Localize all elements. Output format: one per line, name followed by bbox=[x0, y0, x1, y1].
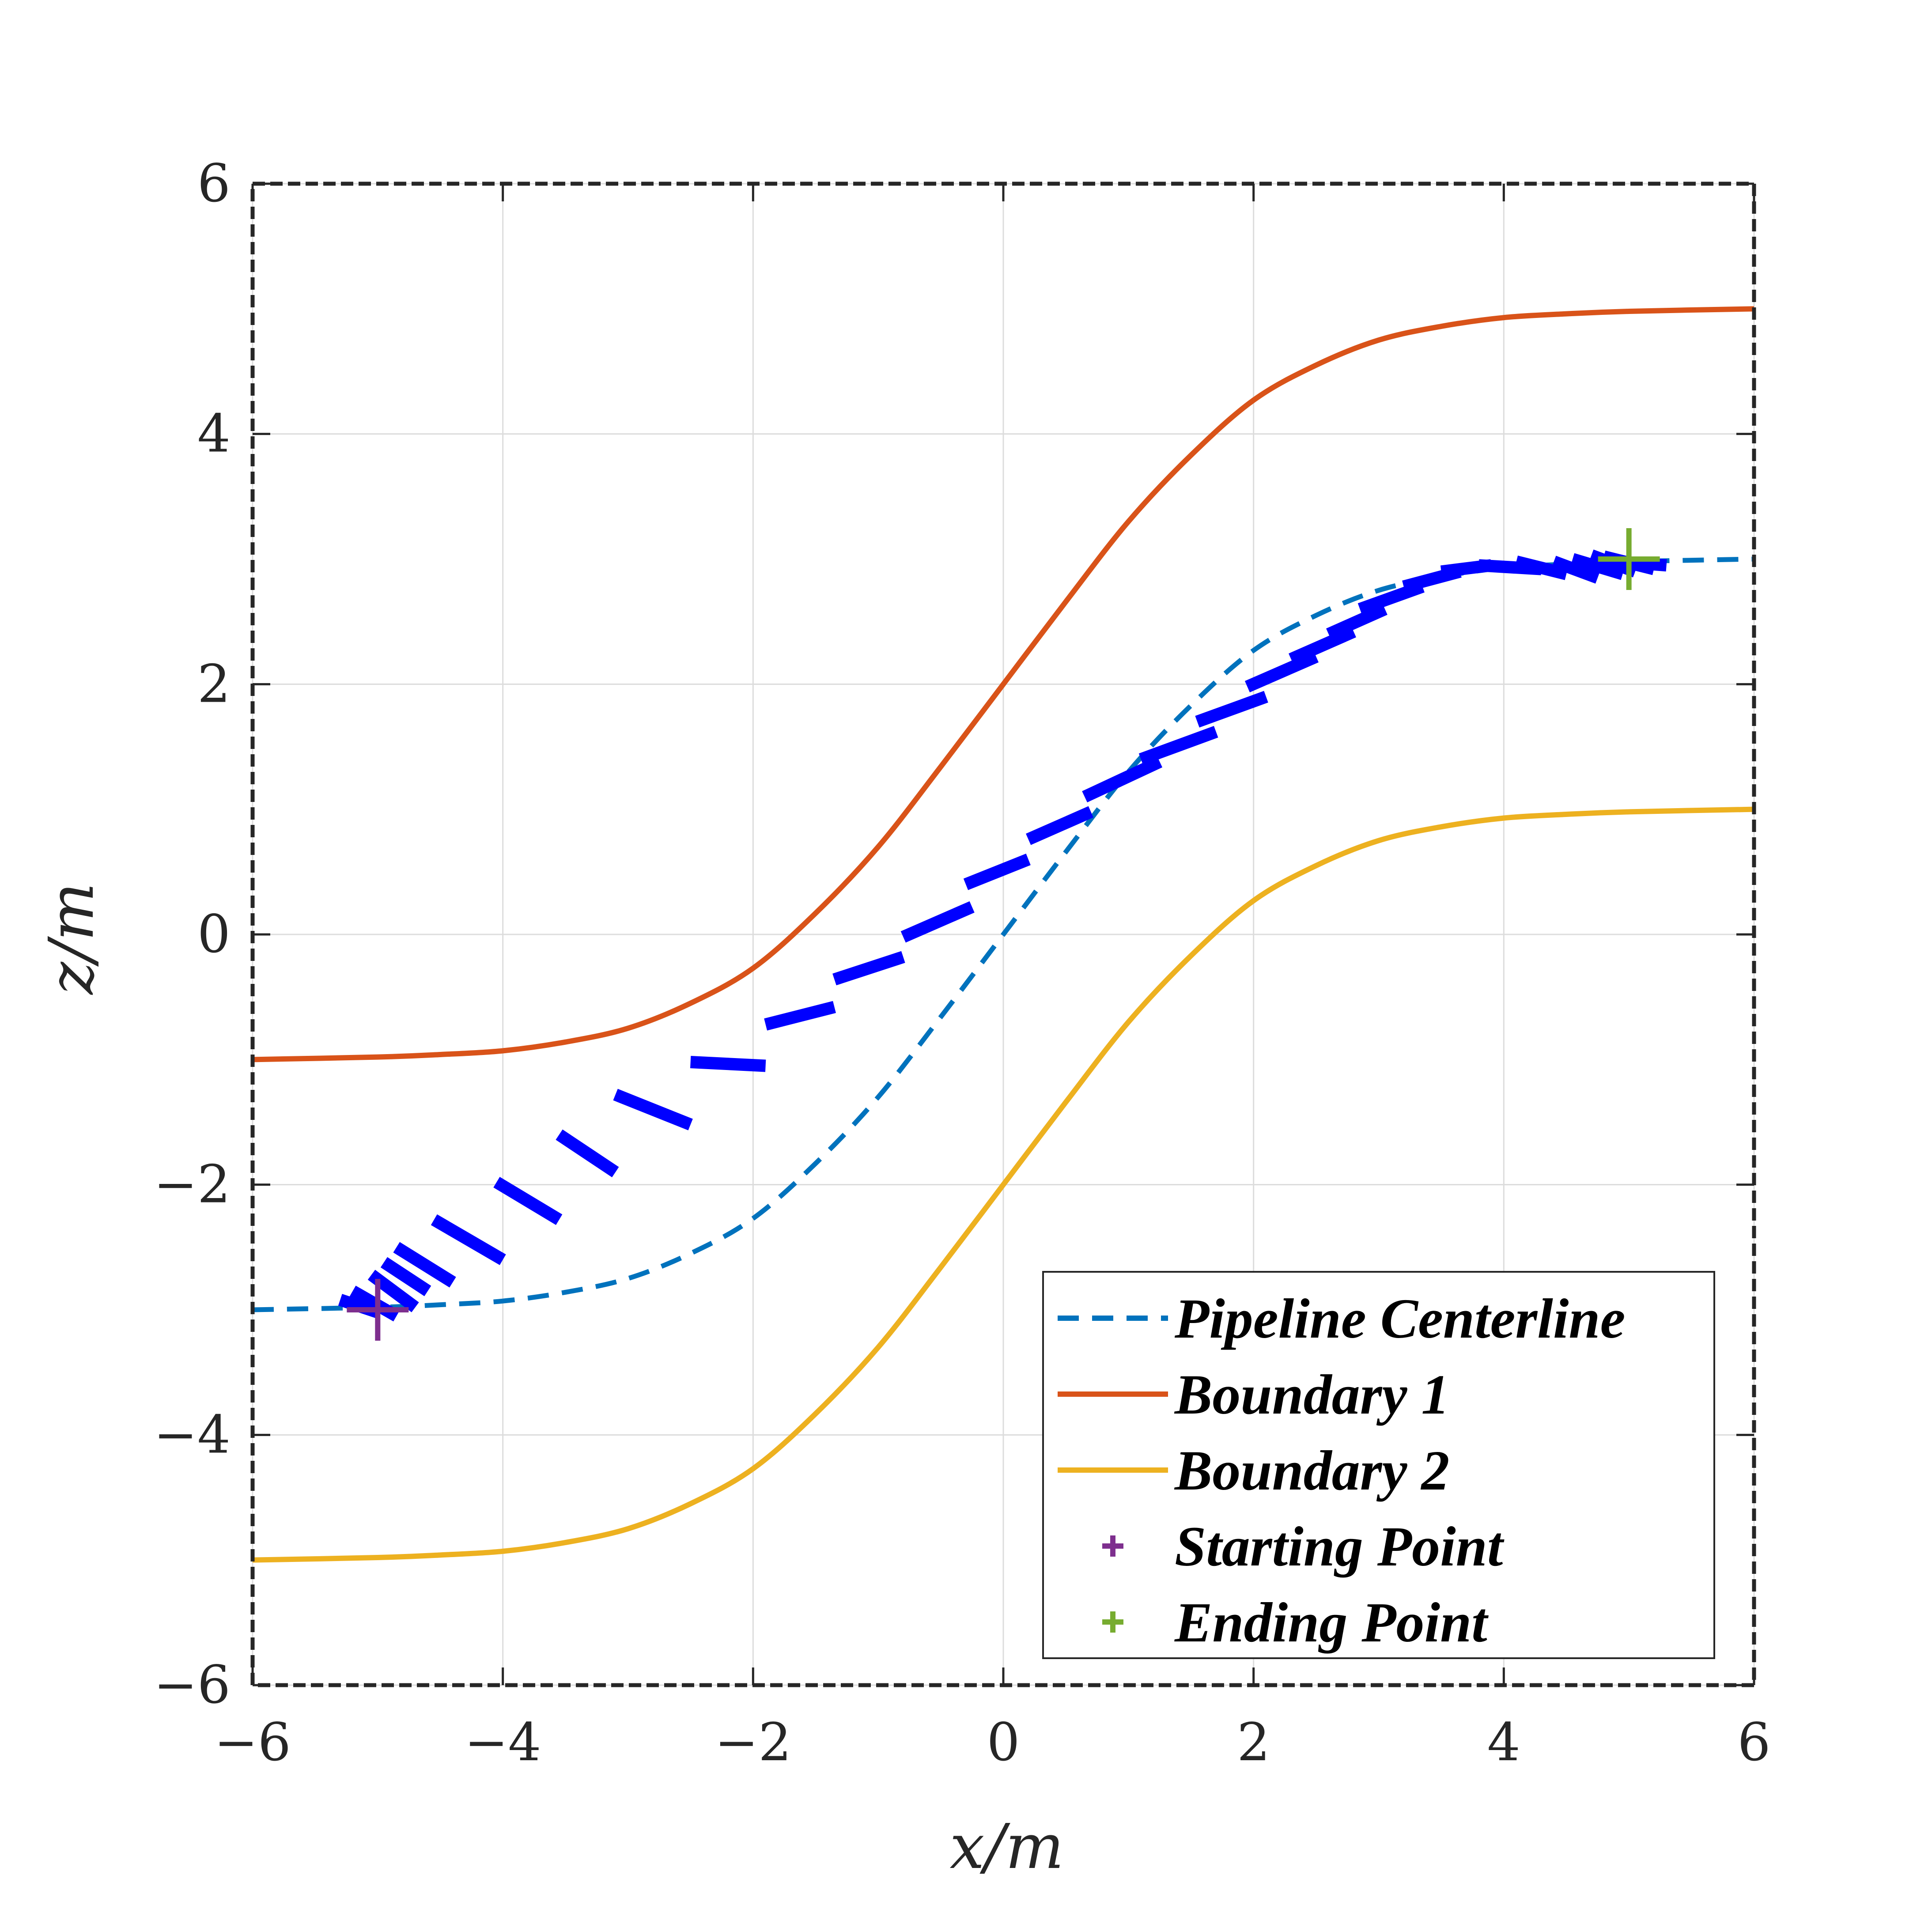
legend-label-pipeline-centerline: Pipeline Centerline bbox=[1174, 1287, 1625, 1350]
trajectory-segment-30 bbox=[1616, 555, 1667, 572]
marker-ending-point bbox=[1598, 528, 1660, 590]
trajectory-segment-27 bbox=[1571, 553, 1625, 580]
legend-item-pipeline-centerline: Pipeline Centerline bbox=[1058, 1287, 1625, 1350]
legend: Pipeline Centerline Boundary 1 Boundary 2 S… bbox=[1042, 1271, 1715, 1659]
x-tick-label-5: 4 bbox=[1487, 1712, 1520, 1773]
axes-layer bbox=[250, 181, 1756, 1687]
x-tick-label-2: −2 bbox=[715, 1712, 791, 1773]
trajectory-segment-10 bbox=[764, 1001, 836, 1031]
x-tick-label-0: −6 bbox=[214, 1712, 291, 1773]
series-layer bbox=[252, 306, 1754, 1563]
legend-items: Pipeline Centerline Boundary 1 Boundary 2 S… bbox=[1058, 1287, 1625, 1654]
y-tick-label-3: 0 bbox=[197, 904, 231, 964]
series-line-boundary-1 bbox=[252, 306, 1754, 1062]
x-tick-label-3: 0 bbox=[987, 1712, 1020, 1773]
trajectory-segment-19 bbox=[1289, 626, 1356, 665]
legend-item-boundary-2: Boundary 2 bbox=[1058, 1439, 1449, 1502]
series-line-boundary-2 bbox=[252, 806, 1754, 1563]
tick-labels: −6 −4 −2 0 2 4 6 −6 −4 −2 0 2 4 6 bbox=[154, 153, 1770, 1773]
trajectory-segment-16 bbox=[1138, 726, 1218, 765]
trajectory-segment-7 bbox=[556, 1129, 619, 1177]
y-axis-label: z/m bbox=[36, 882, 108, 995]
y-tick-label-2: −2 bbox=[154, 1154, 231, 1215]
trajectory-segment-20 bbox=[1326, 603, 1388, 640]
y-tick-label-5: 4 bbox=[197, 403, 231, 464]
x-axis-label: x/m bbox=[950, 1811, 1064, 1883]
trajectory-segment-5 bbox=[431, 1214, 506, 1265]
trajectory-segment-9 bbox=[690, 1056, 766, 1072]
trajectory-segment-8 bbox=[613, 1089, 693, 1130]
y-tick-label-1: −4 bbox=[154, 1404, 231, 1465]
legend-label-starting-point: Starting Point bbox=[1175, 1515, 1505, 1578]
y-tick-label-4: 2 bbox=[197, 653, 231, 714]
trajectory-segment-14 bbox=[1026, 806, 1093, 845]
y-tick-label-0: −6 bbox=[154, 1654, 231, 1715]
trajectory-segment-11 bbox=[832, 951, 905, 986]
x-tick-label-1: −4 bbox=[465, 1712, 541, 1773]
y-tick-label-6: 6 bbox=[197, 153, 231, 214]
trajectory-segment-18 bbox=[1244, 651, 1319, 692]
trajectory-segment-15 bbox=[1082, 756, 1163, 803]
x-tick-label-6: 6 bbox=[1737, 1712, 1770, 1773]
trajectory-segment-4 bbox=[393, 1242, 456, 1288]
trajectory-segment-12 bbox=[900, 901, 975, 943]
legend-item-ending-point: Ending Point bbox=[1102, 1591, 1489, 1654]
trajectory-segment-25 bbox=[1515, 556, 1568, 580]
legend-label-boundary-2: Boundary 2 bbox=[1174, 1439, 1449, 1502]
trajectory-segment-13 bbox=[963, 854, 1031, 890]
legend-label-ending-point: Ending Point bbox=[1174, 1591, 1489, 1654]
trajectory-segment-6 bbox=[493, 1176, 563, 1225]
legend-item-starting-point: Starting Point bbox=[1102, 1515, 1505, 1578]
marker-starting-point bbox=[347, 1279, 409, 1341]
legend-box bbox=[1042, 1271, 1715, 1659]
trajectory-segment-26 bbox=[1551, 556, 1600, 584]
trajectory-segment-17 bbox=[1195, 691, 1268, 728]
trajectory-segment-3 bbox=[380, 1257, 431, 1297]
x-tick-label-4: 2 bbox=[1237, 1712, 1270, 1773]
legend-label-boundary-1: Boundary 1 bbox=[1174, 1363, 1449, 1426]
legend-item-boundary-1: Boundary 1 bbox=[1058, 1363, 1449, 1426]
